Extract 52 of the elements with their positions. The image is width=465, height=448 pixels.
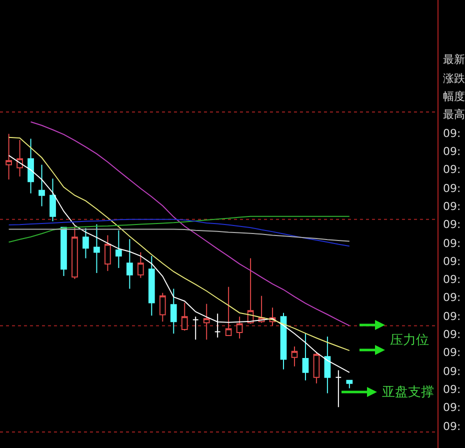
text: 09: xyxy=(443,273,461,286)
candlestick xyxy=(159,292,166,322)
candlestick xyxy=(94,224,100,274)
candlestick xyxy=(72,226,78,280)
candlestick xyxy=(346,380,353,389)
text: 09: xyxy=(443,365,461,378)
candlestick xyxy=(302,333,309,381)
candlestick xyxy=(148,256,155,316)
text: 压力位 xyxy=(390,333,429,348)
candlestick xyxy=(335,370,342,408)
text: 09: xyxy=(443,383,461,396)
text: 最新 xyxy=(443,53,465,66)
text: 09: xyxy=(443,346,461,359)
text: 09: xyxy=(443,420,461,433)
text: 09: xyxy=(443,182,461,195)
text: 09: xyxy=(443,237,461,250)
candlestick xyxy=(280,312,287,370)
candlestick xyxy=(16,139,23,177)
text: 09: xyxy=(443,328,461,341)
text: 幅度 xyxy=(443,90,465,103)
text: 09: xyxy=(443,145,461,158)
text: 09: xyxy=(443,127,461,140)
text: 09: xyxy=(443,401,461,414)
candlestick xyxy=(137,252,144,278)
candlestick xyxy=(6,133,12,180)
text: 亚盘支撑 xyxy=(382,385,434,400)
candlestick xyxy=(214,313,221,338)
candlestick xyxy=(170,288,177,334)
candlestick xyxy=(28,138,34,194)
candlestick xyxy=(60,226,67,276)
candlestick xyxy=(192,316,199,340)
candlestick xyxy=(115,230,122,269)
candlestick xyxy=(225,286,232,336)
text: 09: xyxy=(443,291,461,304)
text: 09: xyxy=(443,200,461,213)
candlestick xyxy=(181,302,188,332)
text: 涨跌 xyxy=(443,72,465,85)
text: 09: xyxy=(443,163,461,176)
text: 最高 xyxy=(443,108,465,121)
candlestick xyxy=(291,346,298,367)
candlestick xyxy=(38,164,45,207)
candlestick xyxy=(324,336,331,394)
text: 09: xyxy=(443,310,461,323)
candlestick xyxy=(104,234,111,272)
candlestick xyxy=(313,352,320,384)
candlestick xyxy=(82,228,89,259)
candlestick xyxy=(50,178,56,222)
candlestick xyxy=(126,238,133,290)
candlestick xyxy=(236,316,243,340)
candlestick xyxy=(203,303,210,340)
text: 09: xyxy=(443,255,461,268)
text: 09: xyxy=(443,218,461,231)
